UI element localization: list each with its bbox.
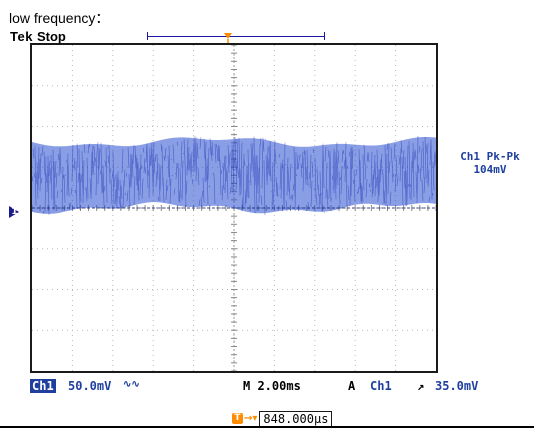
- delay-arrow-icon: →▾: [244, 413, 258, 425]
- brand-logo: Tek: [10, 29, 33, 44]
- scope-brand: Tek Stop: [10, 29, 66, 44]
- status-bar: Ch1 50.0mV ∿∿ M 2.00ms A Ch1 ↗ 35.0mV: [30, 378, 478, 396]
- trigger-point-marker-icon: [224, 33, 232, 43]
- horizontal-delay: T →▾ 848.000µs: [232, 410, 333, 427]
- measurement-label: Ch1 Pk-Pk: [460, 150, 520, 163]
- measurement-value: 104mV: [473, 163, 507, 176]
- trigger-slope-icon: ↗: [417, 379, 425, 393]
- timebase-readout: M 2.00ms: [243, 379, 301, 393]
- waveform-display[interactable]: [30, 43, 438, 373]
- coupling-icon: ∿∿: [123, 379, 140, 390]
- channel-badge[interactable]: Ch1: [30, 379, 56, 393]
- measurement-readout: Ch1 Pk-Pk 104mV: [448, 150, 532, 176]
- divider: [0, 426, 534, 428]
- ground-reference-label: 1: [11, 207, 18, 217]
- waveform-graticule: [32, 45, 436, 371]
- record-length-bar: [147, 32, 325, 40]
- caption-text: low frequency：: [9, 10, 110, 26]
- trigger-level: 35.0mV: [435, 379, 479, 393]
- ground-reference-icon[interactable]: [9, 206, 19, 218]
- delay-trigger-icon: T: [232, 413, 243, 425]
- acquisition-status: Stop: [36, 29, 66, 44]
- volts-per-div: 50.0mV: [68, 379, 112, 393]
- delay-value: 848.000µs: [259, 410, 333, 427]
- trigger-mode: A: [348, 379, 356, 393]
- trigger-source: Ch1: [370, 379, 392, 393]
